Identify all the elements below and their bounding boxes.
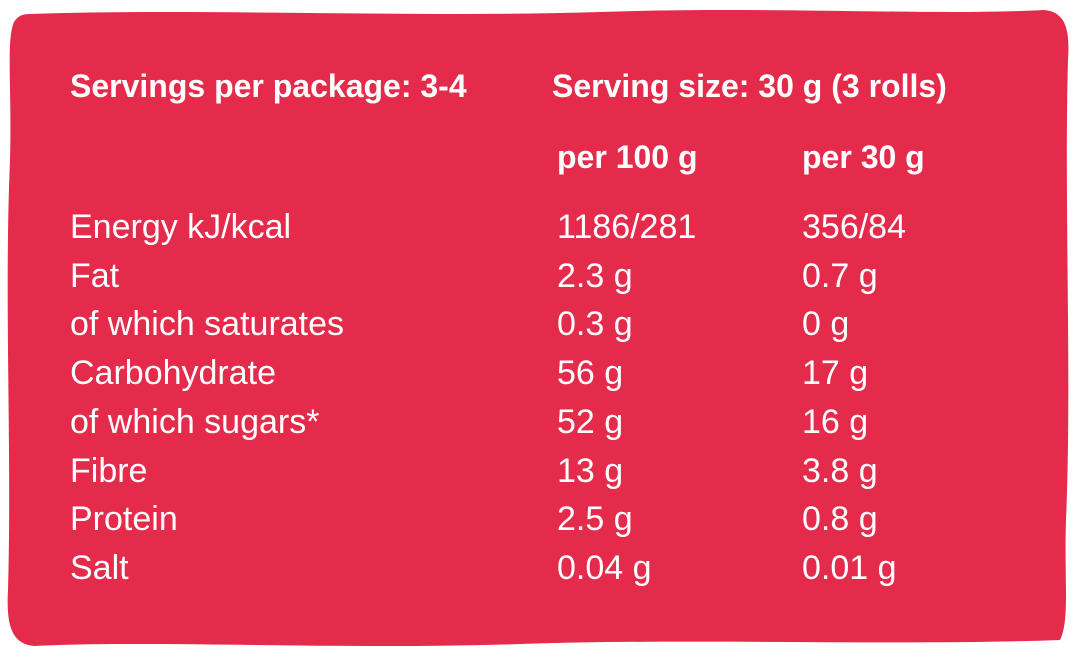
nutrient-value: 0.8 g bbox=[802, 500, 878, 539]
nutrient-name: Energy kJ/kcal bbox=[70, 208, 292, 246]
column-header: per 100 g bbox=[557, 139, 698, 175]
panel-shape bbox=[7, 10, 1069, 646]
nutrient-value: 0.7 g bbox=[802, 256, 878, 295]
nutrient-name: Fat bbox=[70, 256, 120, 295]
nutrient-name: of which saturates bbox=[70, 305, 345, 344]
nutrient-value: 17 g bbox=[802, 354, 869, 393]
nutrient-value: 0.01 g bbox=[802, 548, 897, 587]
nutrient-value: 13 g bbox=[557, 451, 624, 490]
nutrient-value: 356/84 bbox=[802, 208, 906, 246]
nutrient-name: Protein bbox=[70, 500, 178, 539]
nutrient-value: 0.3 g bbox=[557, 305, 633, 344]
nutrient-name: Carbohydrate bbox=[70, 354, 277, 393]
nutrient-value: 56 g bbox=[557, 354, 624, 393]
nutrient-value: 3.8 g bbox=[802, 451, 878, 490]
nutrient-value: 2.5 g bbox=[557, 500, 633, 539]
nutrient-name: Salt bbox=[70, 548, 129, 587]
nutrient-value: 1186/281 bbox=[557, 208, 697, 246]
serving-size: Serving size: 30 g (3 rolls) bbox=[552, 68, 947, 104]
nutrient-value: 0.04 g bbox=[557, 548, 652, 587]
nutrient-value: 16 g bbox=[802, 402, 869, 441]
nutrient-value: 2.3 g bbox=[557, 256, 633, 295]
servings-per-package: Servings per package: 3-4 bbox=[70, 68, 467, 104]
column-header: per 30 g bbox=[802, 139, 925, 175]
nutrient-name: Fibre bbox=[70, 451, 148, 490]
nutrient-value: 52 g bbox=[557, 402, 624, 441]
nutrient-name: of which sugars* bbox=[70, 402, 320, 441]
nutrient-value: 0 g bbox=[802, 305, 850, 344]
